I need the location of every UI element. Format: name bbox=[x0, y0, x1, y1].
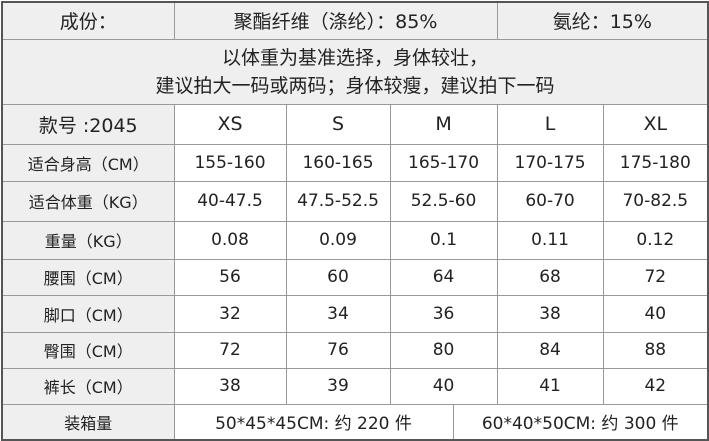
row-label: 腰围（CM） bbox=[1, 258, 175, 296]
cell-value: 47.5-52.5 bbox=[285, 180, 391, 222]
row-label: 臀围（CM） bbox=[1, 331, 175, 369]
cell-value: 41 bbox=[496, 367, 604, 405]
table-row: 适合身高（CM） 155-160 160-165 165-170 170-175 175-… bbox=[1, 143, 709, 182]
table-row: 脚口（CM） 32 34 36 38 40 bbox=[1, 294, 709, 333]
cell-value: 165-170 bbox=[389, 143, 498, 182]
composition-row: 成份： 聚酯纤维（涤纶）：85% 氨纶：15% bbox=[1, 1, 709, 40]
cell-value: 56 bbox=[173, 258, 287, 296]
cell-value: 88 bbox=[602, 331, 709, 369]
cell-value: 38 bbox=[496, 294, 604, 333]
cell-value: 0.11 bbox=[496, 220, 604, 260]
cell-value: 52.5-60 bbox=[389, 180, 498, 222]
row-label: 重量（KG） bbox=[1, 220, 175, 260]
cell-value: 39 bbox=[285, 367, 391, 405]
cell-value: 60 bbox=[285, 258, 391, 296]
style-number: 款号 :2045 bbox=[1, 103, 175, 145]
packing-label: 装箱量 bbox=[1, 403, 175, 441]
cell-value: 160-165 bbox=[285, 143, 391, 182]
cell-value: 68 bbox=[496, 258, 604, 296]
cell-value: 0.1 bbox=[389, 220, 498, 260]
advice-line-2: 建议拍大一码或两码；身体较瘦，建议拍下一码 bbox=[155, 74, 555, 97]
table-row: 适合体重（KG） 40-47.5 47.5-52.5 52.5-60 60-70 70-8… bbox=[1, 180, 709, 222]
cell-value: 84 bbox=[496, 331, 604, 369]
cell-value: 32 bbox=[173, 294, 287, 333]
cell-value: 0.08 bbox=[173, 220, 287, 260]
polyester-content: 聚酯纤维（涤纶）：85% bbox=[173, 1, 498, 40]
cell-value: 40-47.5 bbox=[173, 180, 287, 222]
packing-box-2: 60*40*50CM: 约 300 件 bbox=[452, 403, 709, 441]
header-row: 款号 :2045 XS S M L XL bbox=[1, 103, 709, 145]
size-s: S bbox=[285, 103, 391, 145]
row-label: 适合体重（KG） bbox=[1, 180, 175, 222]
packing-box-1: 50*45*45CM: 约 220 件 bbox=[173, 403, 454, 441]
composition-label: 成份： bbox=[1, 1, 175, 40]
table-row: 腰围（CM） 56 60 64 68 72 bbox=[1, 258, 709, 296]
cell-value: 64 bbox=[389, 258, 498, 296]
cell-value: 72 bbox=[602, 258, 709, 296]
cell-value: 170-175 bbox=[496, 143, 604, 182]
size-m: M bbox=[389, 103, 498, 145]
cell-value: 70-82.5 bbox=[602, 180, 709, 222]
row-label: 脚口（CM） bbox=[1, 294, 175, 333]
cell-value: 40 bbox=[602, 294, 709, 333]
table-row: 裤长（CM） 38 39 40 41 42 bbox=[1, 367, 709, 405]
row-label: 裤长（CM） bbox=[1, 367, 175, 405]
packing-row: 装箱量 50*45*45CM: 约 220 件 60*40*50CM: 约 30… bbox=[1, 403, 709, 441]
cell-value: 0.12 bbox=[602, 220, 709, 260]
cell-value: 72 bbox=[173, 331, 287, 369]
size-advice: 以体重为基准选择，身体较壮， 建议拍大一码或两码；身体较瘦，建议拍下一码 bbox=[1, 38, 709, 105]
cell-value: 80 bbox=[389, 331, 498, 369]
table-row: 重量（KG） 0.08 0.09 0.1 0.11 0.12 bbox=[1, 220, 709, 260]
advice-line-1: 以体重为基准选择，身体较壮， bbox=[222, 46, 489, 69]
table-row: 臀围（CM） 72 76 80 84 88 bbox=[1, 331, 709, 369]
cell-value: 38 bbox=[173, 367, 287, 405]
row-label: 适合身高（CM） bbox=[1, 143, 175, 182]
cell-value: 0.09 bbox=[285, 220, 391, 260]
cell-value: 42 bbox=[602, 367, 709, 405]
size-xl: XL bbox=[602, 103, 709, 145]
cell-value: 60-70 bbox=[496, 180, 604, 222]
cell-value: 34 bbox=[285, 294, 391, 333]
cell-value: 36 bbox=[389, 294, 498, 333]
cell-value: 76 bbox=[285, 331, 391, 369]
size-l: L bbox=[496, 103, 604, 145]
size-xs: XS bbox=[173, 103, 287, 145]
advice-row: 以体重为基准选择，身体较壮， 建议拍大一码或两码；身体较瘦，建议拍下一码 bbox=[1, 38, 709, 105]
spandex-content: 氨纶：15% bbox=[496, 1, 709, 40]
cell-value: 175-180 bbox=[602, 143, 709, 182]
cell-value: 155-160 bbox=[173, 143, 287, 182]
cell-value: 40 bbox=[389, 367, 498, 405]
